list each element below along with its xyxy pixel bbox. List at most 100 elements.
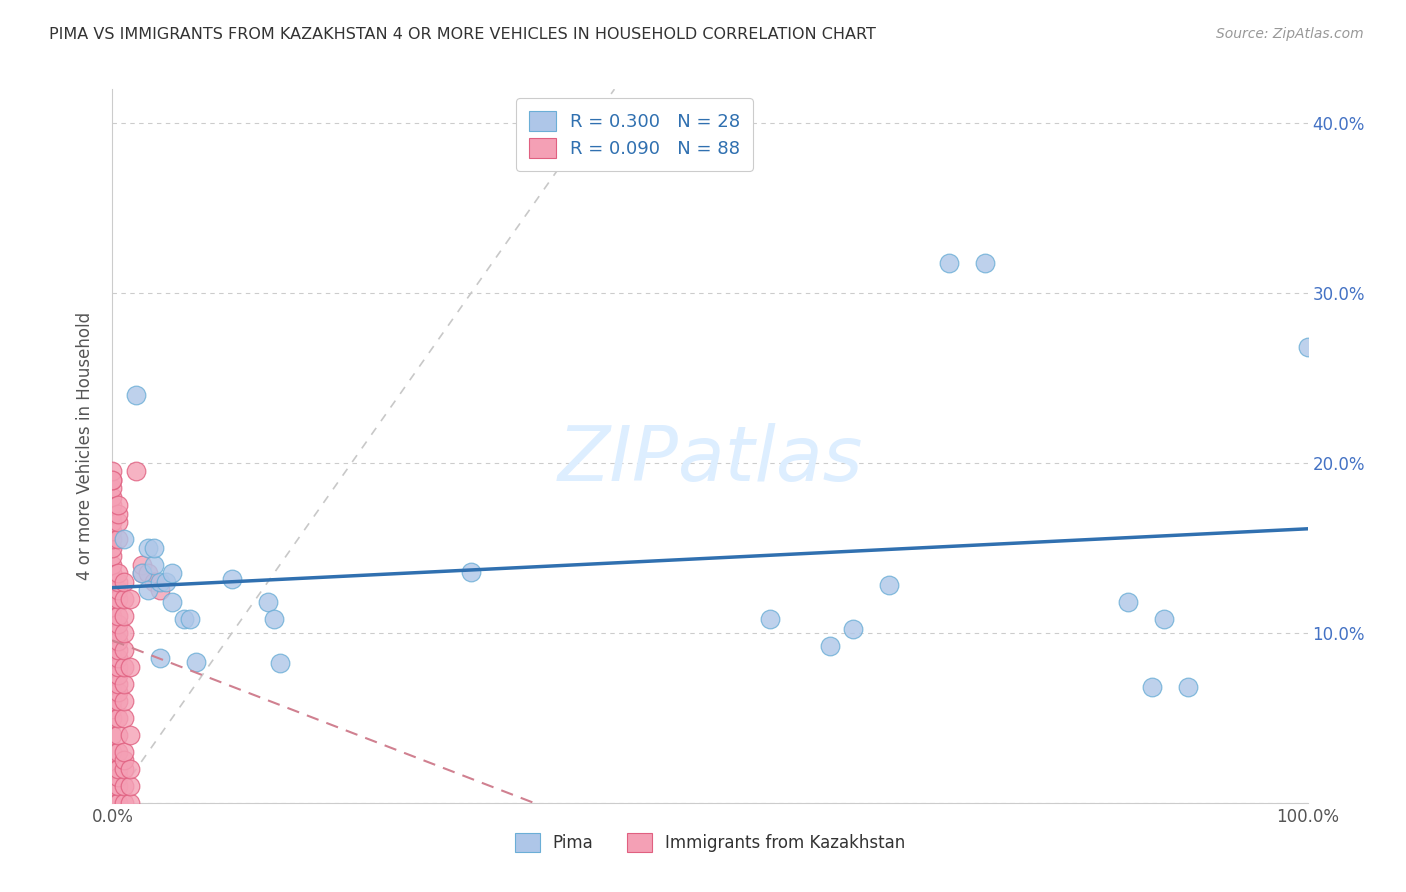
- Point: [101, 779, 124, 793]
- Point: [759, 612, 782, 626]
- Point: [120, 591, 142, 606]
- Point: [1118, 595, 1140, 609]
- Point: [107, 591, 129, 606]
- Point: [101, 796, 124, 810]
- Point: [1142, 680, 1164, 694]
- Point: [101, 668, 124, 682]
- Point: [101, 651, 124, 665]
- Point: [107, 685, 129, 699]
- Point: [107, 533, 129, 547]
- Point: [101, 728, 124, 742]
- Point: [101, 600, 124, 615]
- Point: [974, 255, 997, 269]
- Point: [101, 660, 124, 674]
- Point: [101, 558, 124, 572]
- Point: [101, 617, 124, 632]
- Legend: Pima, Immigrants from Kazakhstan: Pima, Immigrants from Kazakhstan: [508, 827, 912, 859]
- Point: [107, 651, 129, 665]
- Text: PIMA VS IMMIGRANTS FROM KAZAKHSTAN 4 OR MORE VEHICLES IN HOUSEHOLD CORRELATION C: PIMA VS IMMIGRANTS FROM KAZAKHSTAN 4 OR …: [49, 27, 876, 42]
- Point: [879, 578, 901, 592]
- Point: [107, 634, 129, 648]
- Point: [162, 566, 183, 581]
- Point: [114, 626, 135, 640]
- Point: [114, 608, 135, 623]
- Point: [938, 255, 960, 269]
- Point: [149, 651, 172, 665]
- Point: [818, 640, 841, 654]
- Point: [131, 566, 153, 581]
- Point: [1177, 680, 1199, 694]
- Point: [101, 574, 124, 589]
- Point: [101, 634, 124, 648]
- Point: [114, 753, 135, 767]
- Point: [107, 796, 129, 810]
- Point: [107, 617, 129, 632]
- Point: [186, 655, 208, 669]
- Point: [107, 668, 129, 682]
- Point: [1296, 341, 1319, 355]
- Point: [114, 762, 135, 776]
- Point: [101, 583, 124, 598]
- Point: [138, 583, 160, 598]
- Point: [114, 591, 135, 606]
- Point: [107, 499, 129, 513]
- Point: [101, 591, 124, 606]
- Point: [101, 490, 124, 504]
- Point: [114, 711, 135, 725]
- Point: [131, 558, 153, 572]
- Point: [107, 694, 129, 708]
- Point: [107, 574, 129, 589]
- Point: [131, 566, 153, 581]
- Point: [1153, 612, 1175, 626]
- Y-axis label: 4 or more Vehicles in Household: 4 or more Vehicles in Household: [76, 312, 94, 580]
- Point: [107, 762, 129, 776]
- Point: [101, 626, 124, 640]
- Point: [138, 541, 160, 555]
- Point: [263, 612, 285, 626]
- Point: [101, 473, 124, 487]
- Point: [101, 482, 124, 496]
- Text: ZIPatlas: ZIPatlas: [557, 424, 863, 497]
- Point: [107, 626, 129, 640]
- Point: [125, 465, 148, 479]
- Point: [114, 779, 135, 793]
- Point: [101, 524, 124, 538]
- Point: [107, 507, 129, 521]
- Point: [101, 711, 124, 725]
- Point: [842, 623, 865, 637]
- Point: [101, 608, 124, 623]
- Point: [114, 677, 135, 691]
- Point: [101, 643, 124, 657]
- Point: [143, 558, 166, 572]
- Point: [143, 541, 166, 555]
- Point: [101, 685, 124, 699]
- Point: [120, 779, 142, 793]
- Point: [257, 595, 280, 609]
- Point: [101, 702, 124, 716]
- Point: [101, 762, 124, 776]
- Point: [107, 660, 129, 674]
- Point: [120, 660, 142, 674]
- Point: [120, 728, 142, 742]
- Point: [149, 574, 172, 589]
- Text: Source: ZipAtlas.com: Source: ZipAtlas.com: [1216, 27, 1364, 41]
- Point: [143, 574, 166, 589]
- Point: [114, 643, 135, 657]
- Point: [101, 516, 124, 530]
- Point: [107, 745, 129, 759]
- Point: [114, 694, 135, 708]
- Point: [120, 796, 142, 810]
- Point: [107, 711, 129, 725]
- Point: [101, 694, 124, 708]
- Point: [114, 533, 135, 547]
- Point: [155, 574, 177, 589]
- Point: [221, 572, 243, 586]
- Point: [179, 612, 201, 626]
- Point: [101, 566, 124, 581]
- Point: [101, 499, 124, 513]
- Point: [138, 566, 160, 581]
- Point: [269, 657, 291, 671]
- Point: [125, 388, 148, 402]
- Point: [101, 541, 124, 555]
- Point: [101, 473, 124, 487]
